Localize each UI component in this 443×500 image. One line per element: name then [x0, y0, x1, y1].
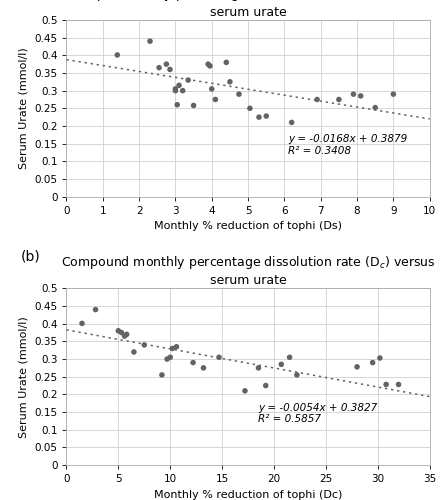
Point [115, 327, 122, 335]
Point [377, 354, 384, 362]
Title: Simple monthly percentage dissolution rate (D$_s$) versus
serum urate: Simple monthly percentage dissolution ra… [74, 0, 423, 19]
Point [262, 382, 269, 390]
Point [190, 102, 197, 110]
Point [383, 380, 390, 388]
Point [92, 306, 99, 314]
Point [372, 104, 379, 112]
Point [212, 96, 219, 104]
Point [263, 112, 270, 120]
Point [223, 58, 230, 66]
Point [163, 355, 171, 363]
Point [278, 360, 285, 368]
Point [147, 37, 154, 45]
Point [357, 92, 364, 100]
Title: Compound monthly percentage dissolution rate (D$_c$) versus
serum urate: Compound monthly percentage dissolution … [61, 254, 435, 287]
Point [172, 85, 179, 93]
Point [350, 90, 357, 98]
Point [167, 354, 174, 362]
Point [174, 101, 181, 109]
Point [141, 341, 148, 349]
Y-axis label: Serum Urate (mmol/l): Serum Urate (mmol/l) [19, 48, 29, 169]
Point [390, 90, 397, 98]
Point [288, 118, 295, 126]
Text: y = -0.0168x + 0.3879
R² = 0.3408: y = -0.0168x + 0.3879 R² = 0.3408 [288, 134, 407, 156]
Point [114, 51, 121, 59]
Point [395, 380, 402, 388]
Point [167, 66, 174, 74]
X-axis label: Monthly % reduction of tophi (Dc): Monthly % reduction of tophi (Dc) [154, 490, 342, 500]
Point [206, 62, 214, 70]
Point [121, 332, 128, 340]
Point [241, 387, 249, 395]
Point [190, 358, 197, 366]
Point [314, 96, 321, 104]
Point [155, 64, 163, 72]
Point [293, 371, 300, 379]
Point [215, 354, 222, 362]
Point [130, 348, 137, 356]
Point [205, 60, 212, 68]
Text: (b): (b) [21, 250, 41, 264]
Point [78, 320, 85, 328]
Point [246, 104, 253, 112]
Point [286, 354, 293, 362]
Point [369, 358, 376, 366]
Y-axis label: Serum Urate (mmol/l): Serum Urate (mmol/l) [19, 316, 29, 438]
Point [256, 113, 263, 121]
Point [172, 86, 179, 94]
Point [255, 364, 262, 372]
Point [200, 364, 207, 372]
Point [235, 90, 242, 98]
Point [118, 328, 125, 336]
X-axis label: Monthly % reduction of tophi (Ds): Monthly % reduction of tophi (Ds) [154, 221, 342, 231]
Point [208, 85, 215, 93]
Point [175, 82, 183, 90]
Point [163, 60, 170, 68]
Point [185, 76, 192, 84]
Point [169, 344, 176, 352]
Point [159, 371, 166, 379]
Point [226, 78, 233, 86]
Text: y = -0.0054x + 0.3827
R² = 0.5857: y = -0.0054x + 0.3827 R² = 0.5857 [258, 403, 378, 424]
Point [173, 342, 180, 350]
Point [335, 96, 342, 104]
Point [179, 86, 186, 94]
Point [123, 330, 130, 338]
Point [354, 363, 361, 371]
